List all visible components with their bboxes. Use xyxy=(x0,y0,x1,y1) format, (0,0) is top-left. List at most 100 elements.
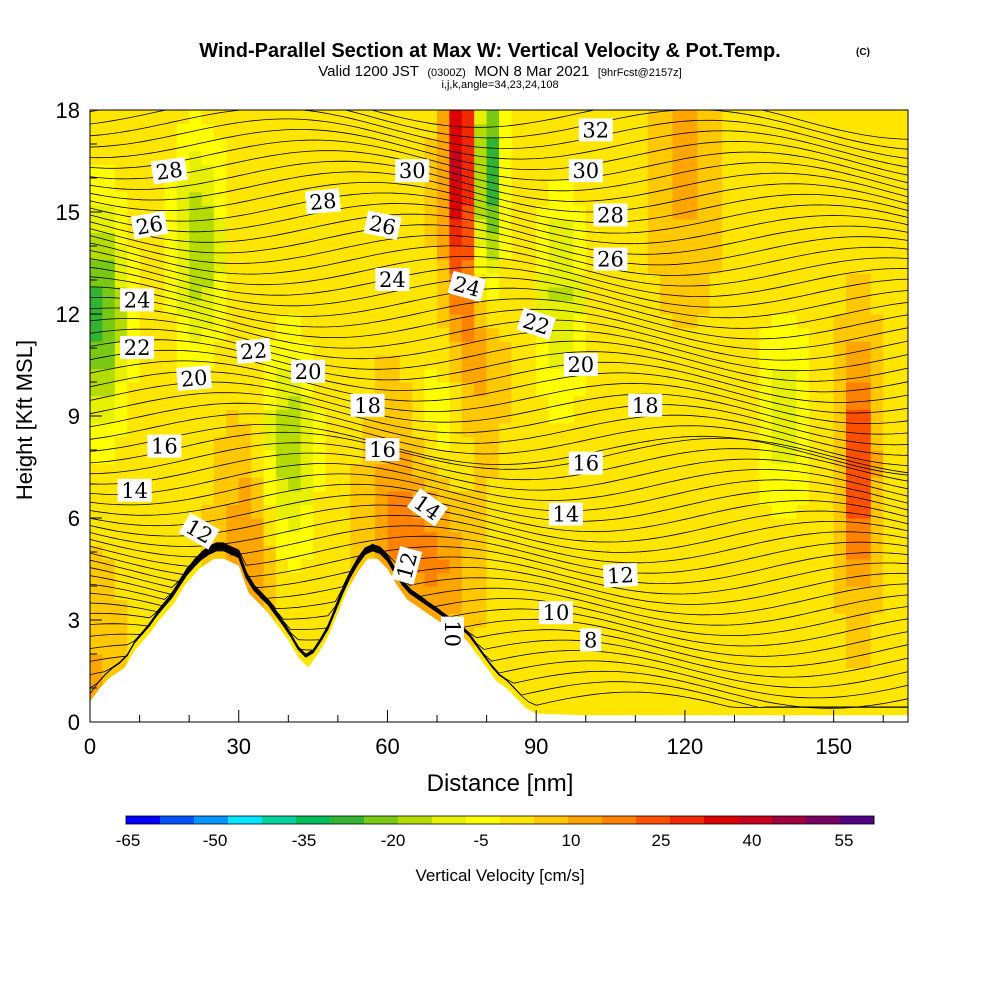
velocity-cell xyxy=(821,327,835,342)
velocity-cell xyxy=(152,477,165,492)
velocity-cell xyxy=(759,341,773,356)
velocity-cell xyxy=(883,681,897,696)
theta-contour-line xyxy=(90,110,908,140)
velocity-cell xyxy=(746,218,760,233)
velocity-cell xyxy=(660,341,674,356)
colorbar-swatch xyxy=(228,816,263,824)
label-background xyxy=(568,451,603,475)
velocity-cell xyxy=(672,110,686,125)
velocity-cell xyxy=(251,110,265,125)
theta-label-text: 26 xyxy=(134,211,164,239)
velocity-cell xyxy=(759,667,773,682)
velocity-cell xyxy=(561,681,574,696)
velocity-cell xyxy=(511,463,525,478)
velocity-cell xyxy=(337,463,351,478)
velocity-cell xyxy=(746,613,760,628)
velocity-cell xyxy=(387,110,401,125)
theta-contour-line xyxy=(90,192,908,234)
velocity-cell xyxy=(164,463,178,478)
velocity-cell xyxy=(449,586,463,601)
velocity-cell xyxy=(846,368,859,383)
velocity-cell xyxy=(684,164,698,179)
theta-label-text: 10 xyxy=(543,601,570,625)
velocity-cell xyxy=(833,164,847,179)
velocity-cell xyxy=(189,395,203,410)
velocity-cell xyxy=(251,409,265,424)
velocity-cell xyxy=(647,191,661,206)
velocity-cell xyxy=(672,178,686,193)
velocity-cell xyxy=(647,232,661,247)
velocity-cell xyxy=(461,531,475,546)
velocity-cell xyxy=(759,368,773,383)
velocity-cell xyxy=(622,354,636,369)
velocity-cell xyxy=(883,314,897,329)
velocity-cell xyxy=(127,613,141,628)
theta-label-text: 14 xyxy=(121,479,148,503)
velocity-cell xyxy=(722,490,736,505)
y-tick-label: 6 xyxy=(68,506,80,531)
velocity-cell xyxy=(598,667,612,682)
velocity-cell xyxy=(325,450,339,465)
velocity-cell xyxy=(263,531,277,546)
velocity-cell xyxy=(672,273,686,288)
velocity-cell xyxy=(139,504,153,519)
velocity-cell xyxy=(660,463,674,478)
velocity-cell xyxy=(697,150,711,165)
velocity-cell xyxy=(697,368,711,383)
velocity-cell xyxy=(474,205,488,220)
velocity-cell xyxy=(746,518,760,533)
velocity-cell xyxy=(697,558,711,573)
velocity-cell xyxy=(858,246,872,261)
velocity-cell xyxy=(796,694,810,709)
velocity-cell xyxy=(734,409,748,424)
velocity-cell xyxy=(139,572,153,587)
velocity-cell xyxy=(858,327,872,342)
label-background xyxy=(548,502,583,526)
velocity-cell xyxy=(672,218,686,233)
velocity-cell xyxy=(511,341,525,356)
velocity-cell xyxy=(350,518,364,533)
velocity-cell xyxy=(796,191,810,206)
velocity-cell xyxy=(213,504,227,519)
theta-contour-line xyxy=(90,182,908,224)
velocity-cell xyxy=(499,422,512,437)
velocity-cell xyxy=(548,640,562,655)
velocity-cell xyxy=(635,300,649,315)
velocity-cell xyxy=(449,110,463,125)
velocity-cell xyxy=(796,232,810,247)
theta-contour-label: 16 xyxy=(365,438,400,462)
velocity-cell xyxy=(189,409,203,424)
velocity-cell xyxy=(350,259,364,274)
velocity-cell xyxy=(499,327,512,342)
velocity-cell xyxy=(883,286,897,301)
velocity-cell xyxy=(561,395,574,410)
velocity-cell xyxy=(684,232,698,247)
velocity-cell xyxy=(486,518,500,533)
velocity-cell xyxy=(275,205,289,220)
velocity-cell xyxy=(313,286,327,301)
velocity-cell xyxy=(127,246,141,261)
velocity-cell xyxy=(362,341,376,356)
velocity-cell xyxy=(337,531,351,546)
velocity-cell xyxy=(746,436,760,451)
velocity-cell xyxy=(486,218,500,233)
label-background xyxy=(120,288,155,312)
x-tick-label: 60 xyxy=(375,734,399,759)
velocity-cell xyxy=(734,545,748,560)
velocity-cell xyxy=(697,300,711,315)
velocity-cell xyxy=(895,422,908,437)
velocity-cell xyxy=(337,137,351,152)
velocity-cell xyxy=(647,640,661,655)
velocity-cell xyxy=(499,286,512,301)
velocity-cell xyxy=(313,490,327,505)
velocity-cell xyxy=(771,626,785,641)
velocity-cell xyxy=(152,327,165,342)
velocity-cell xyxy=(176,178,190,193)
velocity-cell xyxy=(734,178,748,193)
velocity-cell xyxy=(746,422,760,437)
velocity-cell xyxy=(722,654,736,669)
velocity-cell xyxy=(499,599,512,614)
velocity-cell xyxy=(486,354,500,369)
velocity-cell xyxy=(709,409,723,424)
velocity-cell xyxy=(189,286,203,301)
